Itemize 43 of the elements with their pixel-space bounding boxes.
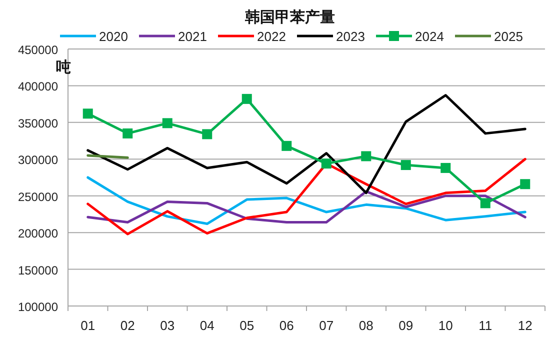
line-series [86,158,526,236]
x-tick-label: 04 [200,318,214,333]
point [162,118,172,128]
point [361,151,372,162]
legend-label: 2025 [494,29,523,44]
x-tick-label: 07 [319,318,334,333]
x-tick-label: 01 [80,318,96,333]
point [122,128,133,138]
point [440,162,451,173]
x-tick-label: 05 [240,318,254,333]
point [520,179,530,190]
x-tick-label: 09 [398,318,414,333]
point [242,94,252,104]
point [82,108,93,119]
y-tick-label: 450000 [18,43,58,57]
x-tick-label: 12 [518,318,532,333]
legend-label: 2023 [336,29,365,44]
y-tick-label: 150000 [18,263,58,278]
x-tick-label: 08 [358,318,374,333]
y-tick-label: 250000 [18,190,58,204]
x-tick-label: 06 [279,318,294,333]
y-tick-label: 200000 [18,226,58,241]
x-tick-label: 10 [438,318,453,333]
y-tick-label: 400000 [18,80,58,94]
legend-label: 2022 [257,29,286,44]
point [480,198,490,208]
y-axis-title: 吨 [56,59,71,76]
y-tick-label: 100000 [18,300,58,314]
y-tick-label: 300000 [18,153,58,168]
y-tick-label: 350000 [18,116,58,130]
x-tick-label: 02 [120,318,135,333]
point [282,140,292,151]
point [202,129,212,140]
legend-label: 2020 [99,29,128,44]
point [400,160,411,170]
chart-title: 韩国甲苯产量 [244,9,335,26]
x-tick-label: 03 [160,318,175,333]
line-series [86,190,526,224]
line-series [86,176,526,226]
legend-label: 2021 [178,29,207,44]
legend-label: 2024 [415,29,444,44]
point [321,158,332,169]
x-tick-label: 11 [478,318,492,333]
